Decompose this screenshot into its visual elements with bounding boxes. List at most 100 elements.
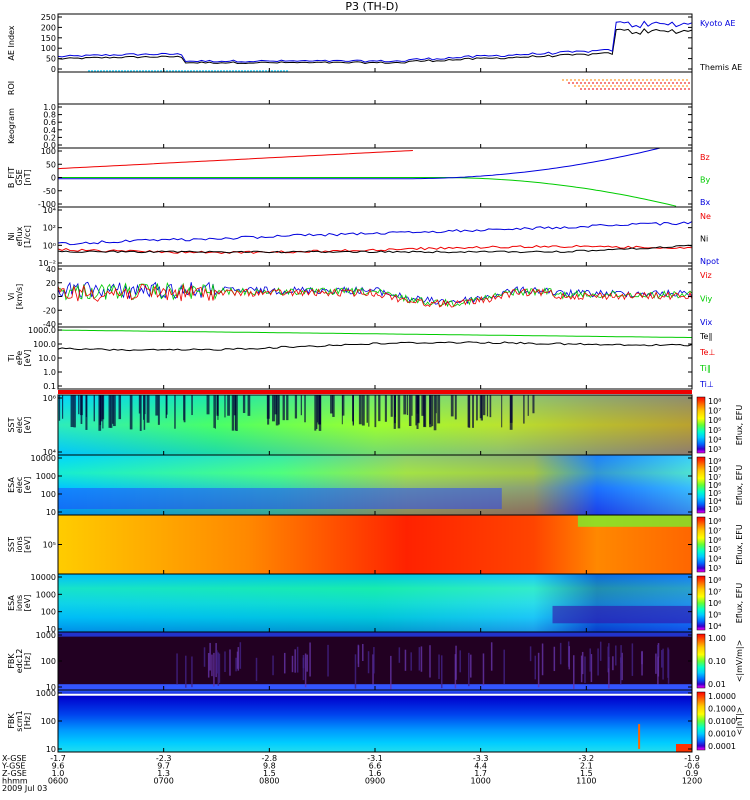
sst-elec-stripe	[501, 395, 503, 428]
fbk-e-burst	[482, 653, 485, 686]
legend-viz: Viz	[700, 271, 712, 280]
legend-ti: Ti⊥	[699, 380, 714, 389]
fbk-e-burst	[398, 647, 401, 663]
sst-elec-stripe	[368, 395, 370, 427]
ytick-label: 50	[46, 55, 56, 64]
xtick-x: -3.1	[367, 754, 383, 763]
fbk-e-burst	[537, 652, 540, 688]
sst-elec-stripe	[415, 395, 417, 426]
colorbar	[696, 633, 706, 689]
panel-ylabel: [eV]	[23, 350, 32, 367]
panel-esa_i: ESA ions [eV] 10000 1000 100 10 10⁸ 10⁷ 10⁶ 10⁵ 10⁴…	[7, 573, 744, 634]
ytick-label: 1000	[36, 472, 56, 481]
sst-elec-stripe	[476, 395, 478, 421]
sst-elec-stripe	[489, 395, 492, 418]
panel-roi: ROI	[7, 71, 693, 105]
sst-elec-stripe	[272, 395, 275, 422]
sst-elec-stripe	[73, 395, 76, 428]
panel-ylabel: B_FIT	[7, 167, 16, 188]
ytick-label: 10⁴	[43, 448, 56, 457]
fbk-e-burst	[641, 651, 643, 665]
panel-keogram: Keogram 1.00.80.60.40.20.0	[7, 103, 693, 150]
panel-fbk_b: FBK scm1 [Hz] 1000 100 10 1.0000 0.1000 0.0100 0.…	[7, 689, 744, 754]
sst-elec-stripe	[408, 395, 412, 426]
sst-elec-stripe	[433, 395, 437, 431]
sst-elec-stripe	[277, 395, 280, 425]
fbk-b-spike	[638, 724, 641, 749]
fbk-e-burst	[176, 653, 178, 685]
plot-title: P3 (TH-D)	[345, 0, 398, 13]
sst-elec-stripe	[235, 395, 238, 431]
fbk-b-gap	[58, 693, 692, 696]
fbk-e-burst	[459, 650, 461, 673]
sst-elec-stripe	[435, 395, 437, 414]
legend-ti: Ti∥	[699, 364, 711, 373]
xtick-z: 1.0	[52, 769, 65, 778]
fbk-e-burst	[306, 654, 308, 672]
xtick-x: -2.8	[262, 754, 278, 763]
axis-row-label: hhmm	[2, 777, 28, 786]
fbk-e-burst	[440, 655, 443, 689]
colorbar-tick: 10⁵	[708, 545, 721, 554]
panel-esa_e: ESA elec [eV] 10000 1000 100 10 10⁹10⁸10⁷10⁶10⁵…	[7, 454, 744, 517]
sst-elec-stripe	[315, 395, 318, 429]
panel-ylabel: Vi	[7, 293, 16, 301]
axis-row-label: Y-GSE	[1, 762, 25, 771]
legend-kyotoae: Kyoto AE	[700, 19, 735, 28]
sst-elec-stripe	[157, 395, 160, 425]
series-kyoto-ae	[57, 20, 693, 63]
ytick-label: 0.0	[43, 141, 56, 150]
ytick-label: -100	[38, 200, 56, 209]
fbk-e-burst	[185, 655, 187, 688]
panel-ylabel: eflux	[15, 226, 24, 246]
colorbar-label: Eflux, EFU	[735, 583, 744, 624]
series-bx	[58, 147, 661, 180]
ytick-label: 200	[41, 23, 56, 32]
fbk-e-burst	[209, 642, 211, 671]
panel-frame	[57, 206, 693, 267]
sst-elec-stripe	[454, 395, 457, 420]
sst-elec-stripe	[247, 395, 251, 416]
xtick-x: -1.9	[684, 754, 700, 763]
ytick-label: 100	[41, 147, 56, 156]
xtick-y: 9.8	[263, 762, 276, 771]
colorbar-tick: 10⁸	[708, 465, 721, 474]
fbk-e-burst	[362, 643, 364, 661]
colorbar-tick: 10⁵	[708, 489, 721, 498]
xtick-t: 0900	[365, 777, 385, 786]
sst-elec-stripe	[314, 395, 317, 431]
sst-elec-stripe	[213, 395, 215, 428]
fbk-e-burst	[454, 654, 457, 689]
sst-elec-stripe	[304, 395, 306, 423]
panel-ylabel: FBK	[7, 653, 16, 669]
esa-elec-lowband	[58, 488, 502, 509]
fbk-e-burst	[599, 641, 602, 661]
ytick-label: 10000	[31, 454, 56, 463]
sst-elec-stripe	[532, 395, 535, 414]
xtick-x: -1.7	[50, 754, 66, 763]
fbk-e-burst	[662, 648, 664, 680]
panel-fbk_e: FBK edc12 [Hz] 1000 100 10 1.00 0.10 0.01 <|mV/m|…	[7, 631, 744, 692]
fbk-e-burst	[559, 642, 562, 665]
sst-elec-stripe	[411, 395, 413, 416]
colorbar-tick: 0.10	[708, 657, 726, 666]
sst-elec-stripe	[78, 395, 80, 415]
ytick-label: 0.6	[43, 118, 56, 127]
fbk-e-burst	[309, 642, 311, 677]
fbk-e-burst	[657, 643, 660, 658]
sst-elec-stripe	[99, 395, 103, 422]
panel-ylabel: ions	[15, 536, 24, 552]
fbk-e-burst	[661, 650, 663, 668]
panel-sst_e: SST elec [eV]10⁶10⁴10⁸10⁷10⁶10⁵10⁴10³Eflux…	[7, 394, 744, 457]
fbk-e-burst	[203, 647, 206, 667]
series-vi-green	[57, 281, 693, 308]
fbk-e-burst	[216, 650, 218, 674]
sst-elec-stripe	[482, 395, 486, 416]
sst-elec-stripe	[275, 395, 279, 426]
colorbar-tick: 10³	[708, 564, 721, 573]
sst-elec-stripe	[110, 395, 113, 428]
sst-elec-stripe	[330, 395, 333, 414]
sst-elec-stripe	[112, 395, 114, 424]
fbk-e-burst	[191, 656, 193, 688]
sst-elec-stripe	[361, 395, 365, 426]
